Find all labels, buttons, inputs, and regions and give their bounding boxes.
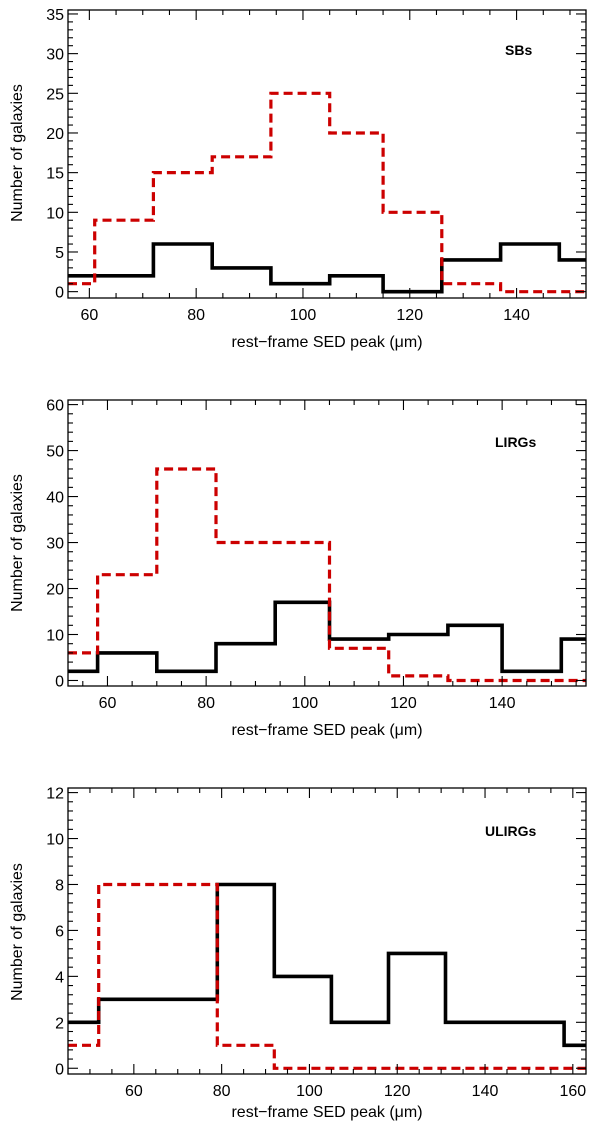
y-tick-label: 60 — [46, 398, 64, 415]
x-tick-label: 100 — [290, 307, 317, 324]
panel-sbs: 60 80 100 120 140 0 5 10 15 20 25 30 35 SBs rest−fra… — [9, 7, 587, 351]
y-tick-label: 25 — [46, 86, 64, 103]
panel-lirgs: 60 80 100 120 140 0 10 20 30 40 50 60 LIRGs rest−fr… — [9, 398, 587, 739]
y-tick-label: 12 — [46, 786, 64, 803]
solid-series-line — [68, 242, 586, 294]
panel-label: LIRGs — [495, 434, 536, 450]
x-tick-label: 120 — [390, 695, 417, 712]
x-tick-label: 80 — [213, 1083, 231, 1100]
x-tick-label: 100 — [296, 1083, 323, 1100]
y-tick-label: 35 — [46, 7, 64, 24]
panel-ulirgs: 60 80 100 120 140 160 0 2 4 6 8 10 12 ULIRGs rest−fr… — [9, 786, 587, 1121]
x-tick-label: 60 — [99, 695, 117, 712]
y-tick-label: 6 — [55, 923, 64, 940]
series-group — [68, 467, 586, 683]
dashed-series-line — [68, 882, 586, 1070]
y-tick-label: 0 — [55, 1061, 64, 1078]
solid-series-line — [68, 600, 586, 674]
y-tick-label: 8 — [55, 877, 64, 894]
y-tick-label: 10 — [46, 628, 64, 645]
y-tick-label: 15 — [46, 166, 64, 183]
y-tick-label: 10 — [46, 832, 64, 849]
x-tick-label: 140 — [503, 307, 530, 324]
y-tick-label: 2 — [55, 1015, 64, 1032]
x-tick-label: 80 — [197, 695, 215, 712]
axis-ticks — [68, 10, 586, 298]
x-tick-label: 80 — [187, 307, 205, 324]
plot-frame — [67, 787, 587, 1075]
y-tick-label: 4 — [55, 969, 64, 986]
y-tick-label: 30 — [46, 47, 64, 64]
y-tick-label: 10 — [46, 205, 64, 222]
x-axis-title: rest−frame SED peak (μm) — [231, 1104, 422, 1121]
plot-area: 60 80 100 120 140 160 0 2 4 6 8 10 12 — [46, 786, 587, 1100]
dashed-series-line — [68, 91, 586, 294]
series-group — [68, 882, 586, 1070]
series-group — [68, 91, 586, 294]
x-axis-title: rest−frame SED peak (μm) — [231, 722, 422, 739]
x-tick-label: 100 — [291, 695, 318, 712]
plot-area: 60 80 100 120 140 0 5 10 15 20 25 30 35 — [46, 7, 587, 324]
plot-area: 60 80 100 120 140 0 10 20 30 40 50 60 — [46, 398, 587, 712]
x-tick-label: 160 — [559, 1083, 586, 1100]
x-axis-title: rest−frame SED peak (μm) — [231, 334, 422, 351]
y-tick-label: 0 — [55, 285, 64, 302]
y-tick-label: 40 — [46, 490, 64, 507]
solid-series-line — [68, 882, 586, 1048]
y-tick-label: 50 — [46, 444, 64, 461]
axis-ticks — [68, 400, 586, 686]
x-tick-label: 60 — [80, 307, 98, 324]
y-tick-label: 30 — [46, 536, 64, 553]
dashed-series-line — [68, 467, 586, 683]
y-tick-label: 20 — [46, 582, 64, 599]
y-axis-title: Number of galaxies — [9, 84, 26, 222]
y-tick-label: 5 — [55, 245, 64, 262]
x-tick-label: 120 — [384, 1083, 411, 1100]
y-axis-title: Number of galaxies — [9, 863, 26, 1001]
axis-ticks — [67, 788, 586, 1074]
y-tick-label: 0 — [55, 673, 64, 690]
panel-label: SBs — [505, 42, 532, 58]
x-tick-label: 120 — [396, 307, 423, 324]
y-tick-label: 20 — [46, 126, 64, 143]
x-tick-label: 140 — [489, 695, 516, 712]
x-tick-label: 140 — [472, 1083, 499, 1100]
y-axis-title: Number of galaxies — [9, 474, 26, 612]
plot-frame — [67, 9, 587, 299]
panel-label: ULIRGs — [485, 823, 537, 839]
x-tick-label: 60 — [125, 1083, 143, 1100]
